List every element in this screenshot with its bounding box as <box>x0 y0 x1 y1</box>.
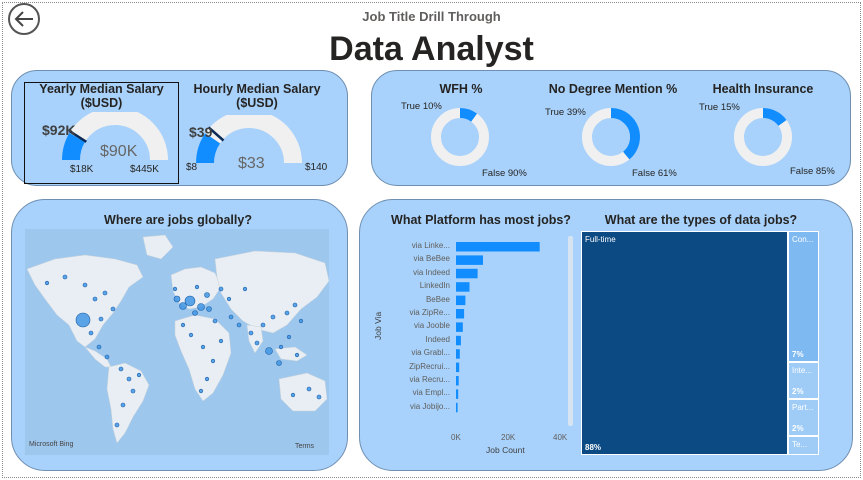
platform-bar-label: via ZipRe... <box>409 308 450 317</box>
yearly-max-label: $445K <box>130 164 159 175</box>
benefits-panel <box>371 70 851 186</box>
platform-bar-label: via Indeed <box>413 267 450 277</box>
salary-panel <box>11 70 348 186</box>
platform-bar-label: via Recru... <box>409 375 450 384</box>
platform-x-tick-0: 0K <box>451 433 461 442</box>
platform-bar[interactable] <box>456 242 540 252</box>
health-insurance-title: Health Insurance <box>712 82 814 96</box>
health-insurance-donut[interactable] <box>732 106 794 168</box>
treemap-cell[interactable]: Inte... 2% <box>788 362 819 399</box>
yearly-salary-gauge <box>62 112 168 161</box>
platform-bar[interactable] <box>456 322 463 332</box>
platform-bar[interactable] <box>456 295 466 306</box>
platform-bar-label: via Jooble <box>413 321 450 331</box>
hourly-salary-title: Hourly Median Salary ($USD) <box>193 82 321 110</box>
wfh-donut[interactable] <box>429 106 491 168</box>
hourly-max-label: $140 <box>305 162 328 173</box>
treemap-cell[interactable]: Full-time 88% <box>581 231 788 455</box>
hourly-gauge-target <box>207 126 225 142</box>
treemap-cell[interactable]: Te... <box>788 436 819 455</box>
map-title: Where are jobs globally? <box>104 213 252 227</box>
treemap-cell-percent: 2% <box>792 424 804 433</box>
platform-x-axis-title: Job Count <box>486 445 525 455</box>
job-location-bubbles <box>44 274 322 428</box>
hourly-median-value: $33 <box>238 155 265 172</box>
platform-bar-label: Indeed <box>425 334 450 344</box>
hourly-target-label: $39 <box>189 124 213 140</box>
back-arrow-icon <box>14 11 33 27</box>
treemap-cell-percent: 2% <box>792 387 804 396</box>
platform-bar[interactable] <box>456 389 459 399</box>
platform-x-tick-2: 40K <box>553 433 568 442</box>
wfh-title: WFH % <box>439 82 483 96</box>
platform-scrollbar[interactable] <box>568 236 573 426</box>
treemap-cell-percent: 7% <box>792 350 804 359</box>
treemap-cell-label: Con... <box>792 235 814 244</box>
platform-bar-label: via BeBee <box>413 254 450 264</box>
health-insurance-true-label: True 15% <box>699 102 740 113</box>
map-attribution-bing[interactable]: Microsoft Bing <box>29 441 74 448</box>
treemap-cell-percent: 88% <box>585 443 602 452</box>
platform-y-axis-title: Job Via <box>373 311 383 340</box>
platform-bar-label: via Grabl... <box>411 348 450 358</box>
hourly-min-label: $8 <box>186 162 198 173</box>
platform-bar[interactable] <box>456 282 470 292</box>
health-insurance-false-label: False 85% <box>790 166 835 177</box>
platform-bar[interactable] <box>456 335 461 346</box>
hourly-gauge-fill <box>196 133 221 164</box>
treemap-cell-label: Full-time <box>585 235 616 244</box>
yearly-min-label: $18K <box>70 164 94 175</box>
treemap-cell-label: Part... <box>792 403 814 412</box>
treemap-cell[interactable]: Part... 2% <box>788 399 819 436</box>
treemap-cell[interactable]: Con... 7% <box>788 231 819 362</box>
wfh-donut-true-slice <box>431 108 489 166</box>
treemap-cell-label: Inte... <box>792 366 813 375</box>
yearly-salary-title: Yearly Median Salary ($USD) <box>39 82 164 110</box>
no-degree-donut-true-slice <box>582 108 640 166</box>
treemap-cell-label: Te... <box>792 440 808 449</box>
platform-bar[interactable] <box>456 309 465 319</box>
platform-chart-title: What Platform has most jobs? <box>391 213 571 227</box>
health-insurance-donut-true-slice <box>734 108 792 166</box>
platform-bar-chart[interactable]: via Linke... via BeBee via Indeed LinkedIn B… <box>388 236 573 436</box>
world-map[interactable]: Microsoft Bing Terms <box>25 229 329 455</box>
map-attribution-terms[interactable]: Terms <box>295 443 315 450</box>
yearly-target-label: $92K <box>42 122 76 138</box>
platform-bar-label: LinkedIn <box>419 281 450 291</box>
yearly-gauge-target <box>68 130 87 143</box>
platform-bar-label: BeBee <box>425 294 450 304</box>
platform-bar[interactable] <box>456 402 458 413</box>
platform-bar[interactable] <box>456 376 459 386</box>
platform-bar-label: via Linke... <box>411 241 450 250</box>
world-map-land-shapes <box>26 234 329 444</box>
page-subtitle: Job Title Drill Through <box>362 9 501 24</box>
wfh-false-label: False 90% <box>482 168 527 179</box>
platform-bar-label: via Jobijo... <box>409 401 450 411</box>
no-degree-false-label: False 61% <box>632 168 677 179</box>
page-title: Data Analyst <box>329 30 534 68</box>
jobtype-treemap[interactable]: Full-time 88% Con... 7% Inte... 2% Part... 2% Te… <box>581 231 819 455</box>
yearly-median-value: $90K <box>100 143 138 160</box>
platform-bar-label: ZipRecrui... <box>409 361 450 371</box>
no-degree-true-label: True 39% <box>545 107 586 118</box>
yearly-gauge-fill <box>62 133 86 161</box>
platform-bar[interactable] <box>456 362 460 373</box>
back-button[interactable] <box>8 3 40 35</box>
platform-bar-label: via Empl... <box>412 388 450 398</box>
no-degree-donut[interactable] <box>580 106 642 168</box>
hourly-salary-gauge <box>196 115 302 164</box>
platform-bar[interactable] <box>456 349 460 359</box>
platform-bar[interactable] <box>456 268 478 279</box>
platform-bars-svg <box>456 242 540 413</box>
yearly-salary-card-selected[interactable] <box>24 82 179 184</box>
platform-bar[interactable] <box>456 255 483 265</box>
jobtype-chart-title: What are the types of data jobs? <box>604 213 798 227</box>
no-degree-title: No Degree Mention % <box>548 82 678 96</box>
platform-x-tick-1: 20K <box>501 433 516 442</box>
wfh-true-label: True 10% <box>401 101 442 112</box>
